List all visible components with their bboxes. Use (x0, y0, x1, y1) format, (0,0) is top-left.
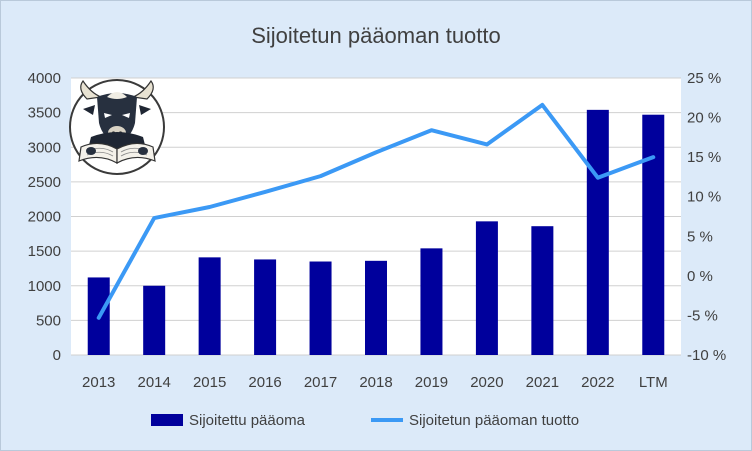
right-tick-label: 0 % (687, 268, 713, 285)
left-tick-label: 500 (36, 312, 61, 329)
right-tick-label: 20 % (687, 110, 721, 127)
left-tick-label: 2000 (28, 209, 61, 226)
x-tick-label: 2021 (526, 374, 559, 391)
left-axis: 0 500 1000 1500 2000 2500 3000 3500 4000 (28, 70, 61, 364)
legend-item-line: Sijoitetun pääoman tuotto (371, 412, 579, 429)
left-tick-label: 1000 (28, 278, 61, 295)
x-tick-label: 2013 (82, 374, 115, 391)
x-tick-label: 2022 (581, 374, 614, 391)
legend-item-bar: Sijoitettu pääoma (151, 412, 306, 429)
x-tick-label: 2016 (248, 374, 281, 391)
bar-series (87, 109, 665, 355)
bar (475, 221, 498, 355)
bar (254, 259, 277, 355)
left-tick-label: 3000 (28, 139, 61, 156)
legend-bar-swatch (151, 414, 183, 426)
x-axis: 2013 2014 2015 2016 2017 2018 2019 2020 2021 2022… (82, 374, 668, 391)
x-tick-label: 2014 (137, 374, 170, 391)
left-tick-label: 4000 (28, 70, 61, 87)
legend: Sijoitettu pääoma Sijoitetun pääoman tuo… (151, 412, 579, 429)
x-tick-label: LTM (639, 374, 668, 391)
right-tick-label: 15 % (687, 149, 721, 166)
right-tick-label: -10 % (687, 347, 726, 364)
x-tick-label: 2018 (359, 374, 392, 391)
bar (586, 109, 609, 355)
bar (420, 248, 443, 355)
bar (531, 226, 554, 355)
bar (198, 257, 221, 355)
right-tick-label: 25 % (687, 70, 721, 87)
right-tick-label: 5 % (687, 228, 713, 245)
left-tick-label: 0 (53, 347, 61, 364)
left-tick-label: 3500 (28, 105, 61, 122)
x-tick-label: 2015 (193, 374, 226, 391)
right-tick-label: 10 % (687, 189, 721, 206)
right-tick-label: -5 % (687, 307, 718, 324)
right-axis: -10 % -5 % 0 % 5 % 10 % 15 % 20 % 25 % (687, 70, 726, 364)
bar (642, 114, 665, 355)
legend-bar-label: Sijoitettu pääoma (189, 412, 306, 429)
left-tick-label: 1500 (28, 243, 61, 260)
bar (143, 285, 166, 355)
chart-title: Sijoitetun pääoman tuotto (251, 23, 501, 48)
legend-line-label: Sijoitetun pääoman tuotto (409, 412, 579, 429)
x-tick-label: 2020 (470, 374, 503, 391)
left-tick-label: 2500 (28, 174, 61, 191)
bar (309, 261, 332, 355)
line-series (96, 102, 656, 320)
x-tick-label: 2017 (304, 374, 337, 391)
x-tick-label: 2019 (415, 374, 448, 391)
bar (365, 260, 387, 355)
bull-reading-book-logo (69, 79, 165, 175)
